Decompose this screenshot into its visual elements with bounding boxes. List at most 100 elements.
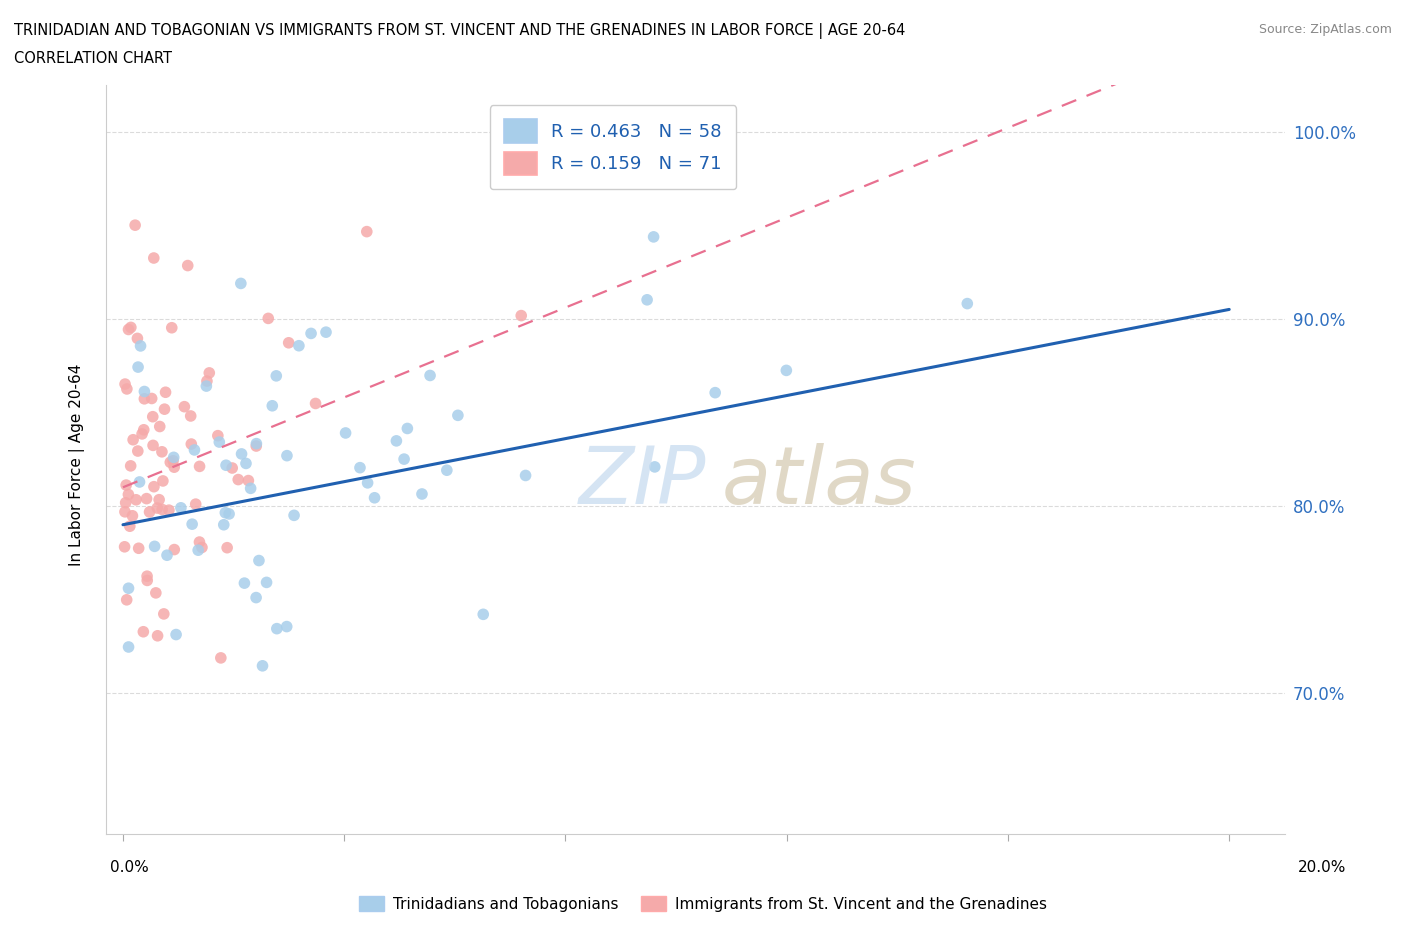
Point	[256, 575, 278, 590]
Point	[245, 439, 267, 454]
Text: 20.0%: 20.0%	[1298, 860, 1346, 875]
Point	[128, 541, 150, 556]
Point	[349, 460, 371, 475]
Point	[304, 396, 326, 411]
Point	[510, 308, 533, 323]
Point	[132, 422, 155, 437]
Point	[115, 592, 138, 607]
Point	[276, 448, 298, 463]
Point	[212, 517, 235, 532]
Point	[245, 436, 267, 451]
Point	[188, 458, 211, 473]
Point	[117, 487, 139, 502]
Point	[288, 339, 311, 353]
Point	[231, 446, 253, 461]
Point	[146, 500, 169, 515]
Point	[775, 363, 797, 378]
Point	[155, 385, 177, 400]
Point	[704, 385, 727, 400]
Point	[198, 365, 221, 380]
Point	[183, 443, 205, 458]
Point	[235, 456, 257, 471]
Point	[392, 452, 415, 467]
Point	[165, 627, 187, 642]
Point	[238, 473, 260, 488]
Point	[245, 591, 267, 605]
Point	[149, 419, 172, 434]
Point	[208, 434, 231, 449]
Point	[132, 624, 155, 639]
Point	[122, 432, 145, 447]
Point	[644, 459, 666, 474]
Point	[150, 502, 173, 517]
Point	[218, 507, 240, 522]
Point	[127, 331, 149, 346]
Point	[142, 250, 165, 265]
Point	[127, 360, 149, 375]
Point	[188, 535, 211, 550]
Point	[276, 619, 298, 634]
Point	[128, 474, 150, 489]
Point	[180, 436, 202, 451]
Point	[385, 433, 408, 448]
Point	[141, 391, 163, 405]
Text: In Labor Force | Age 20-64: In Labor Force | Age 20-64	[69, 364, 86, 566]
Point	[115, 381, 138, 396]
Point	[134, 384, 156, 399]
Text: atlas: atlas	[721, 443, 917, 521]
Point	[170, 500, 193, 515]
Point	[152, 473, 174, 488]
Point	[163, 542, 186, 557]
Point	[247, 553, 270, 568]
Point	[956, 296, 979, 311]
Point	[117, 581, 139, 596]
Point	[356, 224, 378, 239]
Point	[163, 459, 186, 474]
Point	[363, 490, 385, 505]
Point	[217, 540, 239, 555]
Point	[125, 492, 148, 507]
Point	[315, 325, 337, 339]
Point	[143, 538, 166, 553]
Point	[162, 453, 184, 468]
Point	[124, 218, 146, 232]
Point	[411, 486, 433, 501]
Point	[239, 481, 262, 496]
Point	[142, 479, 165, 494]
Point	[114, 496, 136, 511]
Point	[153, 402, 176, 417]
Point	[191, 540, 214, 555]
Point	[396, 421, 419, 436]
Point	[157, 503, 180, 518]
Point	[252, 658, 274, 673]
Point	[335, 426, 357, 441]
Point	[262, 398, 284, 413]
Point	[173, 399, 195, 414]
Point	[207, 428, 229, 443]
Point	[221, 460, 243, 475]
Text: CORRELATION CHART: CORRELATION CHART	[14, 51, 172, 66]
Point	[515, 468, 537, 483]
Point	[419, 368, 441, 383]
Point	[226, 472, 249, 487]
Point	[134, 392, 156, 406]
Legend: R = 0.463   N = 58, R = 0.159   N = 71: R = 0.463 N = 58, R = 0.159 N = 71	[489, 105, 737, 190]
Point	[159, 455, 181, 470]
Point	[233, 576, 256, 591]
Point	[136, 573, 159, 588]
Point	[136, 569, 159, 584]
Point	[209, 650, 232, 665]
Point	[117, 640, 139, 655]
Point	[187, 543, 209, 558]
Point	[277, 336, 299, 351]
Point	[142, 409, 165, 424]
Point	[150, 445, 173, 459]
Point	[120, 458, 142, 473]
Point	[195, 374, 218, 389]
Point	[135, 491, 157, 506]
Text: Source: ZipAtlas.com: Source: ZipAtlas.com	[1258, 23, 1392, 36]
Point	[436, 463, 458, 478]
Point	[266, 368, 288, 383]
Legend: Trinidadians and Tobagonians, Immigrants from St. Vincent and the Grenadines: Trinidadians and Tobagonians, Immigrants…	[353, 889, 1053, 918]
Point	[153, 606, 176, 621]
